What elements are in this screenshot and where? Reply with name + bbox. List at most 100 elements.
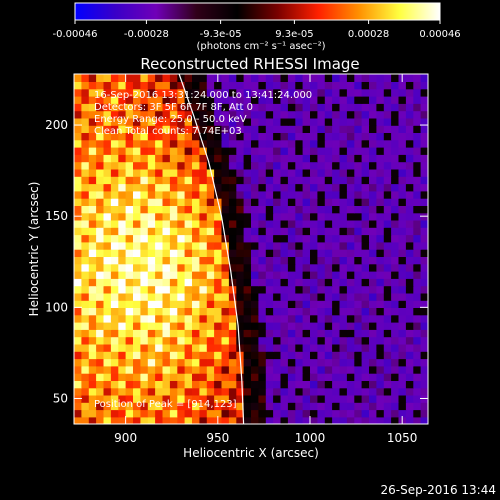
heatmap-cell: [310, 132, 318, 141]
heatmap-cell: [243, 117, 252, 126]
heatmap-cell: [169, 329, 178, 338]
heatmap-cell: [177, 132, 186, 141]
heatmap-cell: [221, 402, 230, 411]
heatmap-cell: [369, 358, 377, 367]
heatmap-cell: [88, 292, 97, 301]
heatmap-cell: [206, 387, 215, 396]
heatmap-cell: [221, 343, 230, 352]
heatmap-cell: [361, 190, 370, 199]
heatmap-cell: [324, 314, 333, 323]
heatmap-cell: [96, 212, 105, 221]
heatmap-cell: [295, 241, 304, 250]
heatmap-cell: [369, 95, 377, 104]
heatmap-cell: [332, 81, 341, 90]
heatmap-cell: [398, 358, 407, 367]
heatmap-cell: [317, 307, 326, 316]
heatmap-cell: [192, 270, 200, 279]
heatmap-cell: [140, 117, 149, 126]
heatmap-cell: [265, 161, 274, 170]
heatmap-cell: [369, 219, 377, 228]
heatmap-cell: [273, 227, 282, 236]
heatmap-cell: [354, 176, 363, 185]
heatmap-cell: [383, 125, 392, 133]
heatmap-cell: [317, 88, 326, 97]
heatmap-cell: [317, 132, 326, 141]
heatmap-cell: [103, 373, 112, 381]
heatmap-cell: [118, 132, 127, 141]
heatmap-cell: [118, 380, 127, 389]
heatmap-cell: [354, 365, 363, 374]
heatmap-cell: [324, 249, 333, 257]
heatmap-cell: [405, 81, 414, 90]
heatmap-cell: [133, 373, 141, 381]
heatmap-cell: [398, 285, 407, 294]
heatmap-cell: [324, 241, 333, 250]
heatmap-cell: [192, 278, 200, 287]
heatmap-cell: [103, 88, 112, 97]
heatmap-cell: [103, 154, 112, 163]
heatmap-cell: [398, 300, 407, 308]
heatmap-cell: [110, 81, 119, 90]
heatmap-cell: [125, 241, 134, 250]
heatmap-cell: [147, 219, 156, 228]
heatmap-cell: [287, 249, 296, 257]
heatmap-cell: [155, 336, 164, 345]
heatmap-cell: [162, 307, 171, 316]
heatmap-cell: [280, 292, 289, 301]
heatmap-cell: [302, 387, 311, 396]
colorbar-tick-label: 9.3e-05: [275, 29, 313, 40]
heatmap-cell: [169, 74, 178, 82]
heatmap-cell: [192, 351, 200, 360]
heatmap-cell: [110, 358, 119, 367]
heatmap-cell: [199, 132, 208, 141]
heatmap-cell: [228, 190, 237, 199]
heatmap-cell: [221, 132, 230, 141]
heatmap-cell: [147, 307, 156, 316]
heatmap-cell: [346, 95, 355, 104]
heatmap-cell: [169, 278, 178, 287]
heatmap-cell: [391, 176, 400, 185]
heatmap-cell: [228, 380, 237, 389]
heatmap-cell: [221, 81, 230, 90]
heatmap-cell: [251, 270, 259, 279]
heatmap-cell: [147, 176, 156, 185]
heatmap-cell: [295, 336, 304, 345]
heatmap-cell: [162, 146, 171, 155]
heatmap-cell: [96, 409, 105, 418]
heatmap-cell: [199, 270, 208, 279]
heatmap-cell: [214, 365, 223, 374]
heatmap-cell: [273, 321, 282, 330]
y-tick-label: 200: [45, 118, 68, 132]
heatmap-cell: [118, 321, 127, 330]
heatmap-cell: [420, 117, 428, 126]
heatmap-cell: [140, 270, 149, 279]
heatmap-cell: [302, 402, 311, 411]
heatmap-cell: [295, 161, 304, 170]
heatmap-cell: [147, 263, 156, 272]
heatmap-cell: [88, 263, 97, 272]
heatmap-cell: [88, 146, 97, 155]
heatmap-cell: [383, 241, 392, 250]
heatmap-cell: [324, 88, 333, 97]
heatmap-cell: [169, 394, 178, 403]
heatmap-cell: [162, 219, 171, 228]
heatmap-cell: [287, 168, 296, 177]
heatmap-cell: [346, 416, 355, 424]
heatmap-cell: [162, 249, 171, 257]
heatmap-cell: [295, 183, 304, 192]
plot-annotations: 16-Sep-2016 13:31:24.000 to 13:41:24.000…: [94, 90, 312, 410]
heatmap-cell: [310, 205, 318, 214]
heatmap-cell: [324, 146, 333, 155]
heatmap-cell: [243, 263, 252, 272]
heatmap-cell: [361, 227, 370, 236]
heatmap-cell: [133, 190, 141, 199]
heatmap-cell: [413, 336, 422, 345]
heatmap-cell: [177, 343, 186, 352]
heatmap-cell: [317, 205, 326, 214]
heatmap-cell: [287, 205, 296, 214]
heatmap-cell: [162, 241, 171, 250]
heatmap-cell: [103, 234, 112, 243]
heatmap-cell: [280, 139, 289, 148]
heatmap-cell: [243, 139, 252, 148]
heatmap-cell: [398, 409, 407, 418]
